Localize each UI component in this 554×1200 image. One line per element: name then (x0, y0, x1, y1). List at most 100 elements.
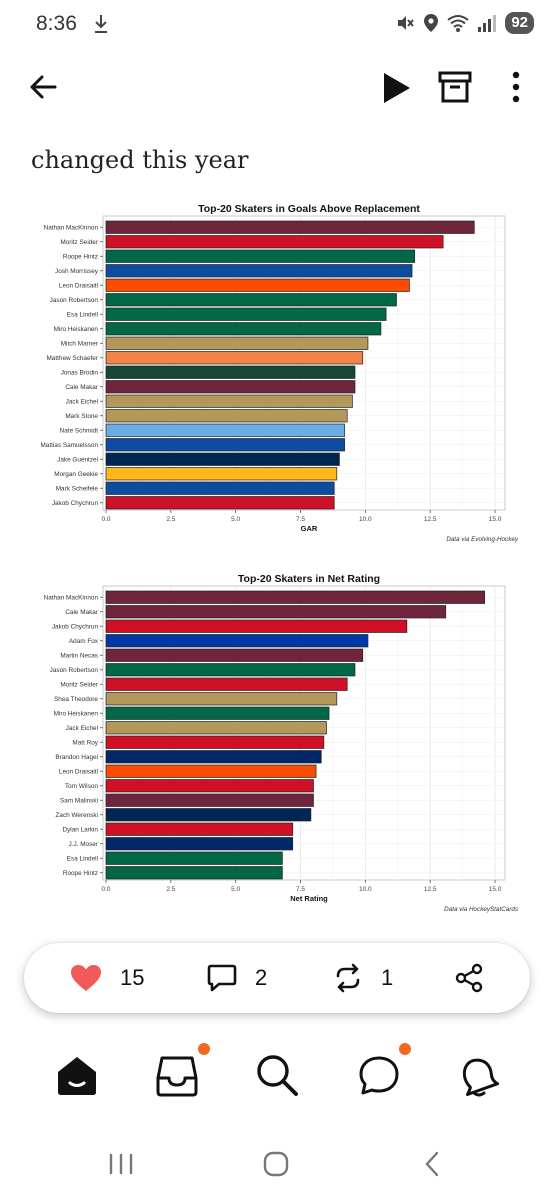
bar (105, 365, 356, 379)
category-label: Esa Lindell (67, 856, 98, 863)
bar (105, 220, 475, 234)
post-action-bar: 15 2 1 (24, 943, 530, 1013)
category-label: Jason Robertson (50, 667, 99, 674)
download-icon (95, 15, 107, 33)
bar (105, 307, 387, 321)
chat-icon[interactable] (354, 1050, 404, 1100)
home-circle-icon[interactable] (263, 1151, 289, 1177)
restack-icon (336, 963, 360, 993)
chart-caption: Data via HockeyStatCards (444, 906, 519, 913)
category-label: Miro Heiskanen (54, 326, 99, 333)
bar (105, 322, 382, 336)
category-label: Shea Theodore (54, 696, 98, 703)
bar (105, 423, 345, 437)
x-tick-label: 2.5 (166, 886, 175, 893)
back-icon[interactable] (424, 1151, 440, 1177)
bar (105, 779, 314, 793)
category-label: Leon Draisaitl (59, 769, 98, 776)
x-tick-label: 7.5 (296, 886, 305, 893)
category-label: Zach Werenski (55, 812, 98, 819)
category-label: Roope Hintz (63, 870, 98, 877)
mute-icon (398, 16, 415, 30)
bar (105, 721, 327, 735)
bar (105, 438, 345, 452)
bar (105, 452, 340, 466)
category-label: Sam Malinski (60, 798, 98, 805)
play-icon[interactable] (382, 72, 412, 104)
bar (105, 808, 312, 822)
x-tick-label: 2.5 (166, 516, 175, 523)
inbox-icon[interactable] (152, 1050, 202, 1100)
category-label: Adam Fox (69, 638, 99, 645)
x-tick-label: 10.0 (359, 886, 372, 893)
search-icon[interactable] (252, 1050, 302, 1100)
category-label: Matthew Schaefer (46, 355, 98, 362)
bar (105, 648, 364, 662)
bar (105, 692, 338, 706)
category-label: Mark Stone (65, 413, 98, 420)
category-label: Moritz Seider (60, 239, 99, 246)
bar (105, 634, 369, 648)
net-rating-bar-chart: Top-20 Skaters in Net Rating 0.0 2.5 5.0 7.5… (44, 573, 519, 913)
restack-button[interactable]: 1 (333, 943, 393, 1013)
category-label: Jack Eichel (66, 399, 98, 406)
bar (105, 293, 397, 307)
system-navigation-bar (0, 1130, 554, 1200)
x-tick-label: 15.0 (489, 516, 502, 523)
category-label: Nathan MacKinnon (44, 595, 99, 602)
comment-count: 2 (255, 965, 268, 990)
x-tick-label: 12.5 (424, 516, 437, 523)
chart-net-rating: Top-20 Skaters in Net Rating 0.0 2.5 5.0 7.5… (25, 570, 530, 915)
bar (105, 336, 369, 350)
x-tick-label: 5.0 (231, 516, 240, 523)
x-axis-label: Net Rating (290, 894, 328, 903)
category-label: Martin Necas (60, 653, 98, 660)
bar (105, 380, 356, 394)
location-icon (424, 14, 439, 32)
bar (105, 409, 348, 423)
bar (105, 278, 410, 292)
bar (105, 837, 294, 851)
x-axis-label: GAR (301, 524, 318, 533)
home-icon[interactable] (52, 1050, 102, 1100)
x-tick-label: 10.0 (359, 516, 372, 523)
category-label: Mattias Samuelsson (40, 442, 98, 449)
category-label: Roope Hintz (63, 254, 98, 261)
heart-icon (71, 965, 101, 991)
share-icon[interactable] (454, 963, 484, 993)
status-bar: 8:36 92 (0, 0, 554, 50)
category-label: Jakob Chychrun (52, 624, 99, 631)
category-label: J.J. Moser (69, 841, 99, 848)
bar (105, 496, 335, 510)
category-label: Mitch Marner (61, 341, 99, 348)
gar-bar-chart: Top-20 Skaters in Goals Above Replacemen… (40, 203, 519, 543)
x-tick-label: 5.0 (231, 886, 240, 893)
category-label: Brandon Hagel (55, 754, 98, 761)
inbox-notification-dot (198, 1043, 210, 1055)
category-label: Nathan MacKinnon (44, 225, 99, 232)
bar (105, 851, 283, 865)
restack-count: 1 (381, 965, 394, 990)
more-options-icon[interactable] (510, 70, 522, 104)
notifications-bell-icon[interactable] (454, 1050, 504, 1100)
bar (105, 264, 413, 278)
archive-icon[interactable] (438, 71, 472, 103)
bar (105, 235, 444, 249)
bar (105, 467, 338, 481)
x-tick-label: 12.5 (424, 886, 437, 893)
chart-caption: Data via Evolving-Hockey (446, 536, 519, 543)
bottom-navigation (0, 1040, 554, 1115)
bar (105, 351, 364, 365)
like-button[interactable]: 15 (70, 943, 144, 1013)
bar (105, 866, 283, 880)
battery-indicator: 92 (505, 12, 534, 34)
category-label: Nate Schmidt (60, 428, 99, 435)
category-label: Jake Guentzel (57, 457, 98, 464)
bar (105, 590, 486, 604)
back-arrow-icon[interactable] (28, 72, 58, 102)
category-label: Jack Eichel (66, 725, 98, 732)
recent-apps-icon[interactable] (108, 1152, 134, 1176)
app-bar (0, 56, 554, 120)
comment-button[interactable]: 2 (207, 943, 267, 1013)
category-label: Mark Scheifele (56, 486, 99, 493)
